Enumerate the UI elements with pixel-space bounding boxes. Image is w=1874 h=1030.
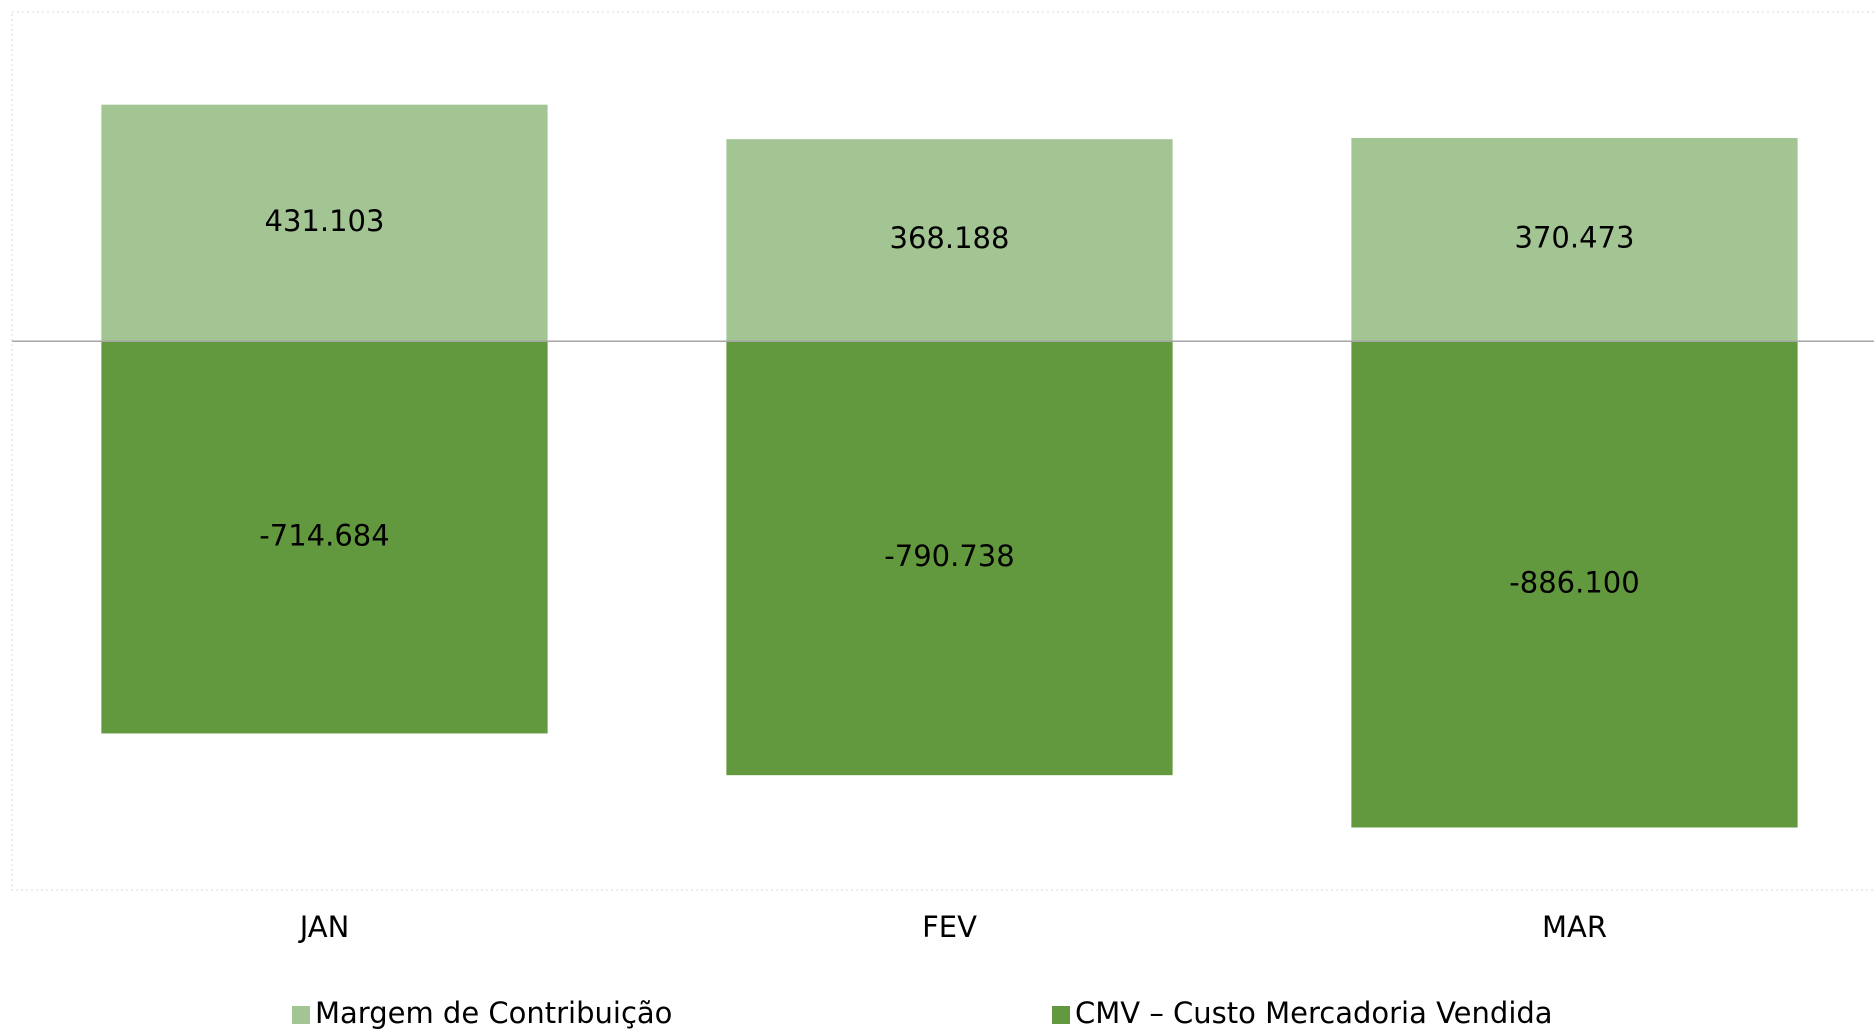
data-label: -790.738 bbox=[884, 539, 1014, 573]
legend-swatch bbox=[1052, 1006, 1070, 1024]
data-label: 370.473 bbox=[1515, 221, 1635, 255]
x-tick-label: MAR bbox=[1542, 910, 1607, 944]
legend-label: Margem de Contribuição bbox=[315, 996, 672, 1030]
bar bbox=[1351, 137, 1798, 342]
data-label: 368.188 bbox=[890, 221, 1010, 255]
bar bbox=[1351, 341, 1798, 828]
bar bbox=[726, 139, 1173, 342]
legend-label: CMV – Custo Mercadoria Vendida bbox=[1075, 996, 1553, 1030]
plot-border bbox=[11, 11, 1874, 891]
x-tick-label: FEV bbox=[922, 910, 977, 944]
data-label: 431.103 bbox=[265, 204, 385, 238]
legend-swatch bbox=[292, 1006, 310, 1024]
x-tick-label: JAN bbox=[298, 910, 350, 944]
bar bbox=[726, 341, 1173, 776]
data-label: -714.684 bbox=[259, 518, 389, 552]
data-label: -886.100 bbox=[1509, 565, 1639, 599]
bar bbox=[101, 104, 548, 342]
bar bbox=[101, 341, 548, 734]
